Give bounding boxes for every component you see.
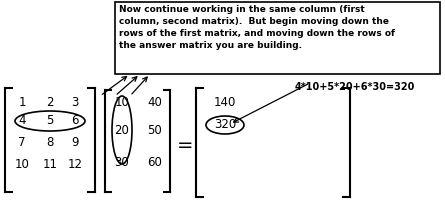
Text: 4*10+5*20+6*30=320: 4*10+5*20+6*30=320 (295, 82, 415, 92)
Text: 9: 9 (71, 136, 79, 150)
Text: 3: 3 (71, 96, 79, 108)
Text: 11: 11 (43, 158, 57, 171)
Text: 2: 2 (46, 96, 54, 108)
FancyBboxPatch shape (115, 2, 440, 74)
Text: 20: 20 (114, 123, 129, 136)
Text: 30: 30 (115, 156, 129, 168)
Text: =: = (177, 136, 193, 154)
Text: 8: 8 (46, 136, 54, 150)
Text: 40: 40 (148, 97, 162, 110)
Text: 4: 4 (18, 114, 26, 128)
Text: 10: 10 (114, 97, 129, 110)
Text: Now continue working in the same column (first
column, second matrix).  But begi: Now continue working in the same column … (119, 5, 395, 50)
Text: 7: 7 (18, 136, 26, 150)
Text: 50: 50 (148, 123, 162, 136)
Text: 60: 60 (148, 156, 162, 168)
Text: 10: 10 (15, 158, 29, 171)
Text: 320: 320 (214, 118, 236, 132)
Text: 5: 5 (46, 114, 54, 128)
Text: 6: 6 (71, 114, 79, 128)
Text: 140: 140 (214, 97, 236, 110)
Text: 12: 12 (68, 158, 82, 171)
Text: 1: 1 (18, 96, 26, 108)
